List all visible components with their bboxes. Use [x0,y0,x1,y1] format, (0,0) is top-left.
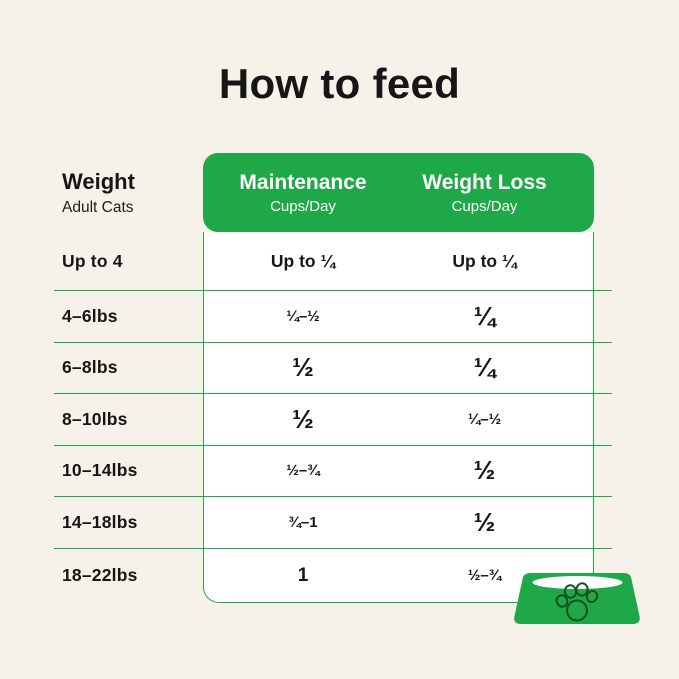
maintenance-value: ½ [292,403,314,434]
maintenance-value: ¼–½ [286,307,320,325]
weight-label: 4–6lbs [62,305,118,326]
table-row: 10–14lbs ½–¾ ½ [54,446,612,497]
weight-column-title: Weight [62,169,135,194]
weight-loss-column-header: Weight Loss Cups/Day [403,153,566,232]
maintenance-value: Up to ¼ [270,250,336,271]
table-header: Maintenance Cups/Day Weight Loss Cups/Da… [203,153,594,232]
maintenance-column-header: Maintenance Cups/Day [203,153,403,232]
maintenance-value: ½–¾ [286,462,320,480]
weight-loss-value: ¼ [473,300,496,331]
maintenance-column-label: Maintenance [239,170,367,194]
weight-label: Up to 4 [62,250,123,271]
weight-loss-value: ¼ [473,352,496,383]
weight-label: 18–22lbs [62,565,138,586]
weight-column-header: Weight Adult Cats [62,169,135,217]
table-row: 8–10lbs ½ ¼–½ [54,394,612,446]
weight-loss-column-sublabel: Cups/Day [451,197,518,215]
table-row: 6–8lbs ½ ¼ [54,343,612,394]
table-row: 18–22lbs 1 ½–¾ [54,549,612,604]
maintenance-value: ¾–1 [288,513,318,531]
maintenance-column-sublabel: Cups/Day [270,197,336,215]
weight-loss-column-label: Weight Loss [422,170,547,194]
maintenance-value: ½ [292,352,314,383]
maintenance-value: 1 [297,564,309,586]
paw-print-icon [555,582,599,622]
weight-loss-value: ½–¾ [467,567,502,585]
table-row: Up to 4 Up to ¼ Up to ¼ [54,232,612,291]
pet-bowl-icon [514,573,640,624]
table-row: 4–6lbs ¼–½ ¼ [54,291,612,343]
feeding-table: Up to 4 Up to ¼ Up to ¼ 4–6lbs ¼–½ ¼ 6–8… [54,232,612,603]
weight-label: 8–10lbs [62,408,128,429]
weight-label: 14–18lbs [62,511,138,532]
weight-loss-value: ½ [473,455,496,486]
weight-loss-value: Up to ¼ [452,250,517,271]
weight-label: 6–8lbs [62,357,118,378]
weight-column-subtitle: Adult Cats [62,199,134,217]
table-row: 14–18lbs ¾–1 ½ [54,497,612,549]
table-body-background [203,232,594,603]
weight-label: 10–14lbs [62,460,138,481]
weight-loss-value: ½ [473,506,496,537]
weight-loss-value: ¼–½ [467,410,502,428]
table-rows: Up to 4 Up to ¼ Up to ¼ 4–6lbs ¼–½ ¼ 6–8… [54,232,612,603]
page-title: How to feed [218,60,461,107]
